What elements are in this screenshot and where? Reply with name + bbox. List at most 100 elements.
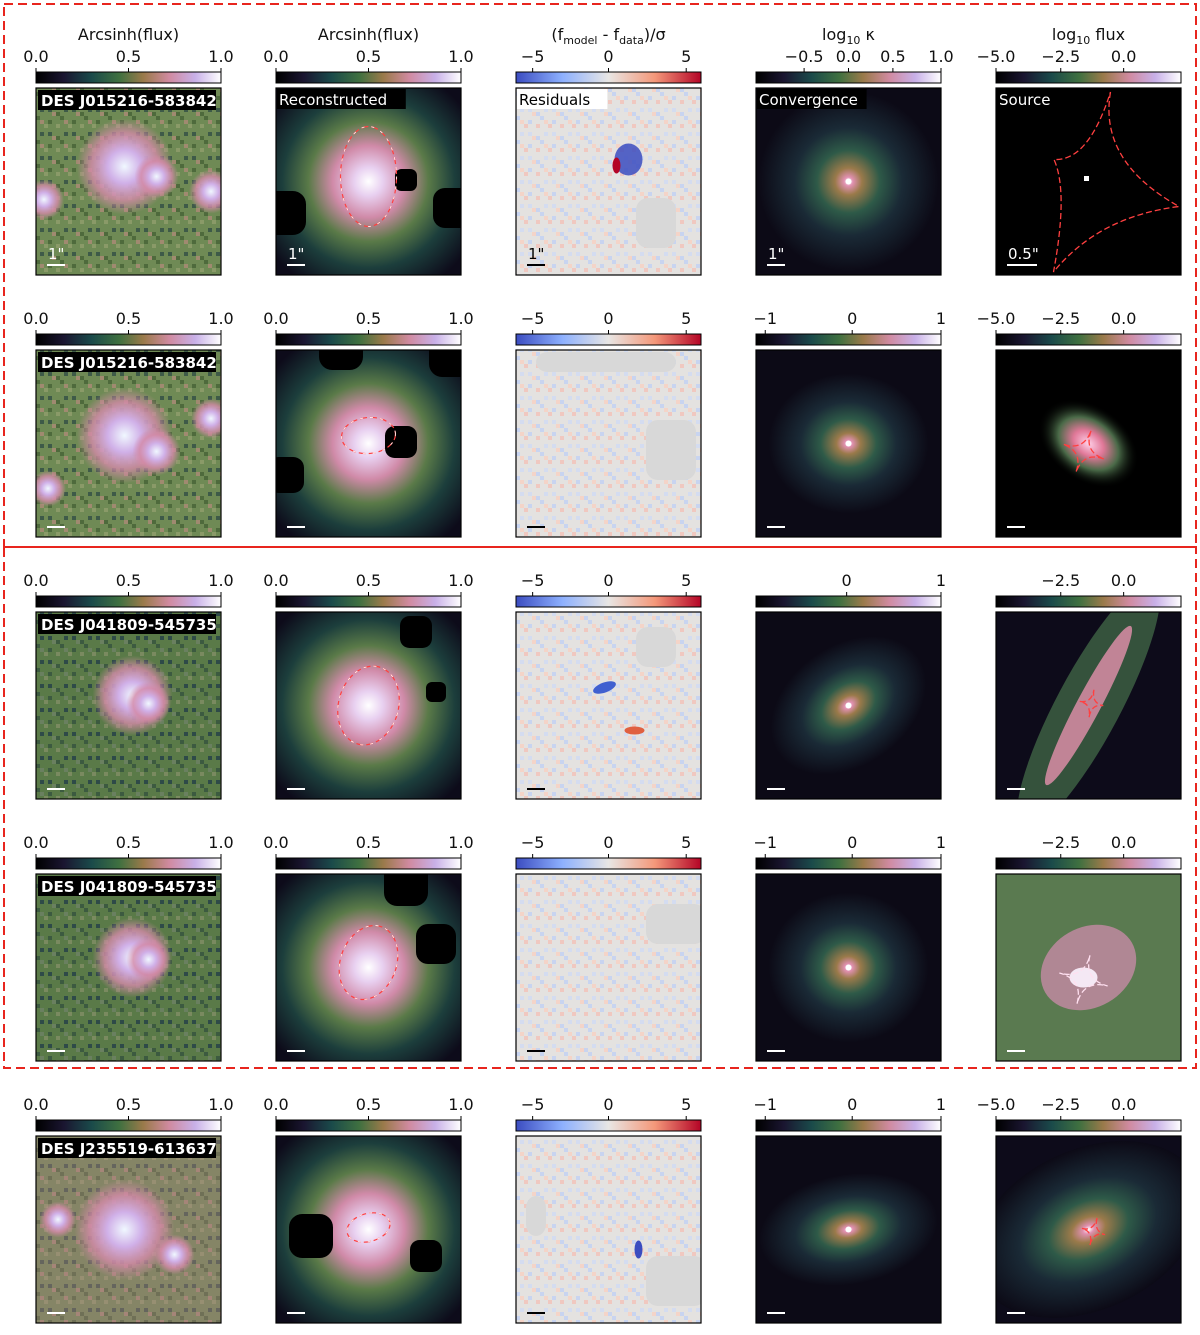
scale-bar-label: 1" [768,245,784,263]
colorbar-tick-label: −5 [521,309,545,328]
reconstruction-image [275,611,462,800]
data-image: DES J015216-583842 [35,349,222,538]
column-title: Arcsinh(flux) [78,25,179,44]
colorbar-tick-label: 1.0 [448,1095,473,1114]
colorbar-tick-label: 0.5 [880,47,905,66]
colorbar-tick-label: 5 [681,47,691,66]
colorbar-tick-label: −2.5 [1041,309,1080,328]
colorbar-tick-label: −5 [521,571,545,590]
colorbar-tick-label: 5 [681,1095,691,1114]
colorbar-tick-label: −2.5 [1041,571,1080,590]
colorbar-tick-label: 1.0 [208,833,233,852]
scale-bar-label: 1" [48,245,64,263]
caustic-curve [1052,91,1181,273]
panel-label: Convergence [759,91,858,109]
source-blob [189,169,221,214]
colorbar-tick-label: −2.5 [1041,1095,1080,1114]
colorbar-tick-label: 0.0 [1111,309,1136,328]
caustic-curve [1059,955,1108,1004]
colorbar-tick-label: 1.0 [208,571,233,590]
mask-region [385,426,417,458]
colorbar [995,71,1182,84]
colorbar-tick-label: 0 [847,833,857,852]
convergence-image [755,873,942,1062]
mask-region [384,874,428,906]
source-image [995,349,1182,538]
column-title: log10 κ [822,25,875,47]
colorbar [515,595,702,608]
convergence-image [755,611,942,800]
source-image [995,611,1182,800]
colorbar-tick-label: 0.5 [356,833,381,852]
scale-bar-label: 1" [288,245,304,263]
residual-image [515,1135,702,1324]
critical-curve [338,925,399,1000]
column-title: Arcsinh(flux) [318,25,419,44]
caustic-curve [1081,1217,1106,1246]
colorbar-tick-label: 0.0 [1111,833,1136,852]
colorbar [515,71,702,84]
colorbar-tick-label: 1.0 [448,833,473,852]
colorbar-tick-label: −5 [521,833,545,852]
colorbar-tick-label: 0 [603,1095,613,1114]
colorbar-tick-label: 1 [936,309,946,328]
masked-region [636,627,676,667]
colorbar-tick-label: 0.5 [116,47,141,66]
source-blob [36,470,66,507]
colorbar-tick-label: 0.0 [263,47,288,66]
colorbar-tick-label: 1.0 [208,309,233,328]
colorbar-tick-label: −0.5 [785,47,824,66]
convergence-image [755,349,942,538]
colorbar [275,71,462,84]
colorbar [35,333,222,346]
lens-name: DES J015216-583842 [41,354,217,372]
colorbar-tick-label: 0.0 [263,571,288,590]
colorbar-tick-label: 0.0 [23,571,48,590]
source-blob [36,179,64,220]
masked-region [526,1196,546,1236]
colorbar-tick-label: 0 [603,571,613,590]
colorbar [995,1119,1182,1132]
colorbar-tick-label: 0 [847,309,857,328]
colorbar-tick-label: 0.0 [23,833,48,852]
colorbar [35,1119,222,1132]
colorbar-tick-label: 1.0 [448,571,473,590]
mask-region [276,457,304,493]
colorbar [35,857,222,870]
colorbar-tick-label: 5 [681,833,691,852]
residual-image: Residuals 1" [515,87,702,276]
critical-curve [340,126,397,227]
source-blob [154,1234,195,1275]
colorbar [275,857,462,870]
column-title: log10 flux [1052,25,1125,47]
masked-region [636,198,676,248]
mask-region [319,350,363,370]
colorbar-tick-label: 0.0 [263,1095,288,1114]
colorbar-tick-label: 0.0 [836,47,861,66]
colorbar [755,857,942,870]
mask-region [400,616,432,648]
model-light [276,1136,461,1323]
caustic-curve [1079,689,1104,718]
convergence-image: Convergence 1" [755,87,942,276]
colorbar [995,333,1182,346]
source-image [995,1135,1182,1324]
critical-curve [341,417,396,454]
colorbar [755,71,942,84]
source-image: Source 0.5" [995,87,1182,276]
lens-name: DES J015216-583842 [41,92,217,110]
colorbar-tick-label: 0.5 [356,571,381,590]
source-blob [74,1179,175,1280]
colorbar [995,595,1182,608]
panel-label: Source [999,91,1051,109]
source-blob [126,681,171,726]
colorbar-tick-label: 1.0 [208,1095,233,1114]
colorbar-tick-label: 0.0 [263,833,288,852]
colorbar-tick-label: −5.0 [977,47,1016,66]
mask-region [289,1214,333,1258]
colorbar [755,595,942,608]
model-light [276,612,461,799]
source-blob [134,154,179,199]
colorbar-tick-label: −2.5 [1041,833,1080,852]
colorbar-tick-label: 5 [681,309,691,328]
